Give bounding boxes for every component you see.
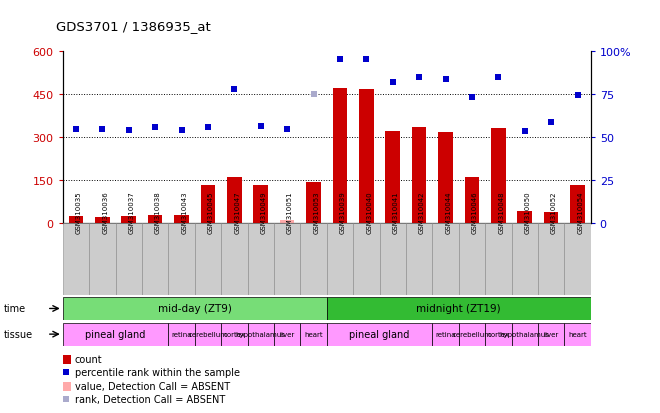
Text: time: time	[3, 304, 26, 314]
Bar	[63, 297, 327, 320]
Bar	[174, 216, 189, 223]
Bar	[353, 223, 380, 295]
Text: GSM310036: GSM310036	[102, 191, 108, 234]
Bar	[221, 223, 248, 295]
Bar	[327, 223, 353, 295]
Bar	[89, 223, 116, 295]
Text: retina: retina	[171, 331, 192, 337]
Bar	[274, 223, 300, 295]
Text: GSM310042: GSM310042	[419, 192, 425, 234]
Bar	[517, 211, 532, 223]
Bar	[248, 323, 274, 346]
Text: GSM310043: GSM310043	[182, 191, 187, 234]
Bar	[359, 90, 374, 223]
Bar	[148, 215, 162, 223]
Bar	[459, 223, 485, 295]
Text: cortex: cortex	[223, 331, 246, 337]
Bar	[121, 216, 136, 223]
Bar	[333, 89, 347, 223]
Text: GSM310048: GSM310048	[498, 191, 504, 234]
Text: GSM310050: GSM310050	[525, 191, 531, 234]
Text: GSM310037: GSM310037	[129, 191, 135, 234]
Text: heart: heart	[568, 331, 587, 337]
Text: percentile rank within the sample: percentile rank within the sample	[75, 368, 240, 377]
Text: hypothalamus: hypothalamus	[500, 331, 550, 337]
Bar	[95, 217, 110, 223]
Bar	[512, 223, 538, 295]
Text: heart: heart	[304, 331, 323, 337]
Text: liver: liver	[543, 331, 559, 337]
Text: GSM310038: GSM310038	[155, 191, 161, 234]
Bar	[248, 223, 274, 295]
Bar	[485, 223, 512, 295]
Bar	[63, 223, 89, 295]
Text: cerebellum: cerebellum	[188, 331, 228, 337]
Bar	[538, 223, 564, 295]
Text: GSM310044: GSM310044	[446, 192, 451, 234]
Bar	[564, 223, 591, 295]
Bar	[432, 323, 459, 346]
Bar	[327, 323, 432, 346]
Text: GSM310035: GSM310035	[76, 191, 82, 234]
Text: GSM310039: GSM310039	[340, 191, 346, 234]
Text: liver: liver	[279, 331, 295, 337]
Bar	[385, 132, 400, 223]
Bar	[253, 186, 268, 223]
Bar	[142, 223, 168, 295]
Text: GSM310054: GSM310054	[578, 192, 583, 234]
Bar	[438, 133, 453, 223]
Bar	[195, 323, 221, 346]
Text: midnight (ZT19): midnight (ZT19)	[416, 304, 501, 314]
Text: retina: retina	[435, 331, 456, 337]
Bar	[512, 323, 538, 346]
Bar	[465, 177, 479, 223]
Bar	[327, 297, 591, 320]
Text: value, Detection Call = ABSENT: value, Detection Call = ABSENT	[75, 381, 230, 391]
Bar	[432, 223, 459, 295]
Bar	[459, 323, 485, 346]
Bar	[300, 223, 327, 295]
Text: pineal gland: pineal gland	[85, 329, 146, 339]
Bar	[491, 129, 506, 223]
Bar	[280, 221, 294, 223]
Text: cerebellum: cerebellum	[452, 331, 492, 337]
Bar	[485, 323, 512, 346]
Text: mid-day (ZT9): mid-day (ZT9)	[158, 304, 232, 314]
Bar	[564, 323, 591, 346]
Bar	[538, 323, 564, 346]
Bar	[570, 186, 585, 223]
Text: cortex: cortex	[487, 331, 510, 337]
Text: GDS3701 / 1386935_at: GDS3701 / 1386935_at	[56, 20, 211, 33]
Text: GSM310046: GSM310046	[472, 191, 478, 234]
Bar	[274, 323, 300, 346]
Bar	[63, 323, 168, 346]
Bar	[168, 323, 195, 346]
Text: pineal gland: pineal gland	[349, 329, 410, 339]
Bar	[379, 223, 406, 295]
Bar	[412, 127, 426, 223]
Text: GSM310047: GSM310047	[234, 191, 240, 234]
Text: GSM310040: GSM310040	[366, 191, 372, 234]
Bar	[227, 177, 242, 223]
Text: GSM310049: GSM310049	[261, 191, 267, 234]
Text: count: count	[75, 354, 102, 364]
Bar	[300, 323, 327, 346]
Bar	[69, 217, 83, 223]
Bar	[221, 323, 248, 346]
Text: GSM310045: GSM310045	[208, 192, 214, 234]
Text: tissue: tissue	[3, 329, 32, 339]
Bar	[306, 183, 321, 223]
Bar	[115, 223, 142, 295]
Bar	[544, 212, 558, 223]
Text: rank, Detection Call = ABSENT: rank, Detection Call = ABSENT	[75, 394, 225, 404]
Bar	[168, 223, 195, 295]
Bar	[195, 223, 221, 295]
Bar	[406, 223, 432, 295]
Text: GSM310053: GSM310053	[314, 191, 319, 234]
Text: GSM310041: GSM310041	[393, 191, 399, 234]
Text: hypothalamus: hypothalamus	[236, 331, 286, 337]
Text: GSM310051: GSM310051	[287, 191, 293, 234]
Bar	[201, 186, 215, 223]
Text: GSM310052: GSM310052	[551, 192, 557, 234]
